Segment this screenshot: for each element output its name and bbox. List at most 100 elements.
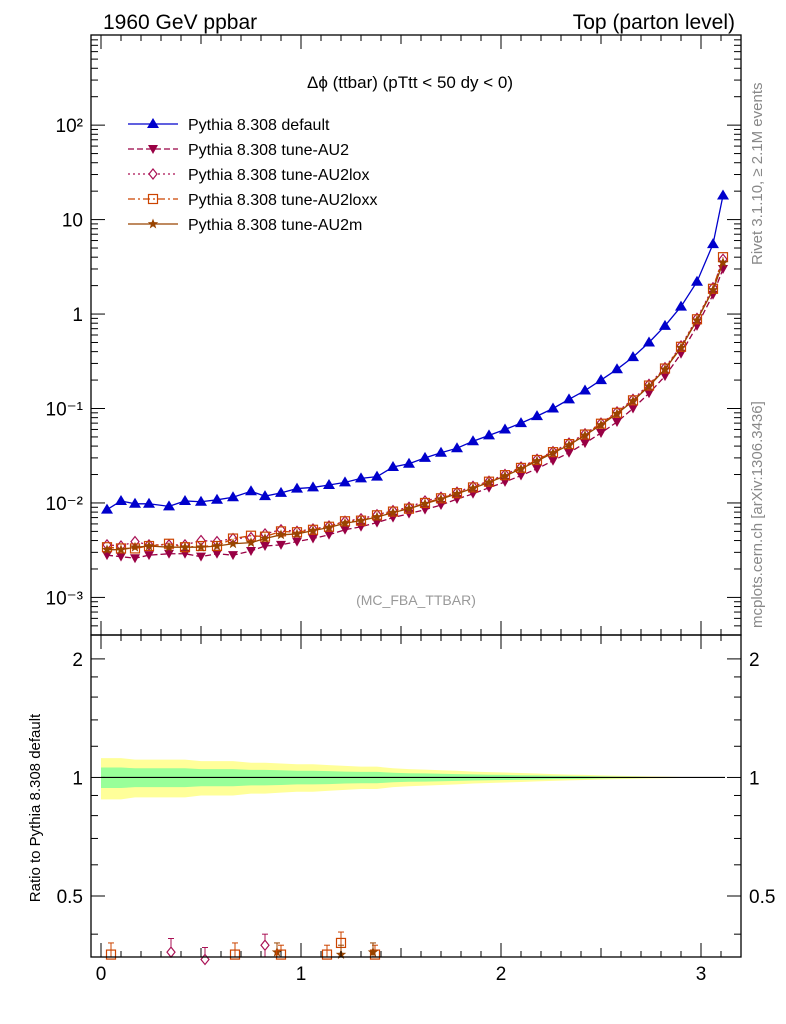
series-4-point xyxy=(115,544,127,555)
series-4-point xyxy=(531,455,543,466)
series-1-point xyxy=(340,525,350,535)
series-1-point xyxy=(260,542,270,552)
series-4-point xyxy=(675,342,687,353)
series-0-point xyxy=(675,300,687,311)
series-0-point xyxy=(499,423,511,434)
legend-marker-4 xyxy=(147,218,159,229)
mcplots-label: mcplots.cern.ch [arXiv:1306.3436] xyxy=(749,401,766,628)
header-left: 1960 GeV ppbar xyxy=(103,11,257,34)
series-4-point xyxy=(659,363,671,374)
series-4-point xyxy=(627,395,639,406)
series-line-4 xyxy=(107,262,724,551)
header-right: Top (parton level) xyxy=(573,11,735,34)
series-4-point xyxy=(611,408,623,419)
series-4-point xyxy=(691,314,703,325)
series-1-point xyxy=(212,549,222,559)
series-0-point xyxy=(195,495,207,506)
series-4-point xyxy=(451,488,463,499)
series-0-point xyxy=(483,429,495,440)
chart-title: Δϕ (ttbar) (pTtt < 50 dy < 0) xyxy=(307,73,513,92)
series-0-point xyxy=(307,481,319,492)
legend-label-0: Pythia 8.308 default xyxy=(188,117,330,134)
legend-label-1: Pythia 8.308 tune-AU2 xyxy=(188,142,349,159)
series-0-point xyxy=(611,363,623,374)
legend-marker-0 xyxy=(147,118,159,128)
y-tick-label: 10 xyxy=(62,211,83,232)
series-4-point xyxy=(163,541,175,552)
ratio-point xyxy=(260,939,270,952)
series-0-point xyxy=(387,461,399,472)
series-1-point xyxy=(628,404,638,414)
legend: Pythia 8.308 default Pythia 8.308 tune-AU… xyxy=(128,117,377,234)
series-0-point xyxy=(627,351,639,362)
series-1-point xyxy=(246,547,256,557)
ratio-y-axis-label: Ratio to Pythia 8.308 default xyxy=(27,713,44,902)
legend-label-4: Pythia 8.308 tune-AU2m xyxy=(188,217,362,234)
series-4-point xyxy=(547,447,559,458)
series-4-point xyxy=(101,544,113,555)
series-1-point xyxy=(644,389,654,399)
analysis-watermark: (MC_FBA_TTBAR) xyxy=(356,592,476,608)
series-line-1 xyxy=(106,268,724,559)
series-1-point xyxy=(516,471,526,481)
series-4-point xyxy=(355,515,367,526)
series-0-point xyxy=(547,402,559,413)
series-4-point xyxy=(211,540,223,551)
series-0-point xyxy=(515,417,527,428)
series-0-point xyxy=(435,446,447,457)
ratio-point xyxy=(200,953,210,966)
ratio-plot: 0 1 2 3 0.5 0.5 1 1 2 2 xyxy=(57,634,775,985)
series-0-point xyxy=(403,457,415,468)
legend-marker-1 xyxy=(148,145,158,154)
ratio-point xyxy=(275,949,287,960)
series-4-point xyxy=(483,476,495,487)
ratio-point xyxy=(229,949,241,960)
series-4-point xyxy=(275,529,287,540)
series-3-point xyxy=(707,283,719,294)
series-4-point xyxy=(717,257,729,268)
series-0-point xyxy=(451,442,463,453)
legend-label-3: Pythia 8.308 tune-AU2loxx xyxy=(188,192,377,209)
series-line-2 xyxy=(106,259,724,547)
series-4-point xyxy=(387,507,399,518)
series-0-point xyxy=(101,503,113,514)
series-0-point xyxy=(355,472,367,483)
series-4-point xyxy=(515,463,527,474)
series-0-point xyxy=(179,494,191,505)
series-1-point xyxy=(130,554,140,564)
ratio-y-tick-label: 0.5 xyxy=(57,887,83,908)
series-1-point xyxy=(548,456,558,466)
series-0-point xyxy=(275,486,287,497)
legend-label-2: Pythia 8.308 tune-AU2lox xyxy=(188,167,369,184)
series-3-point xyxy=(259,531,271,542)
series-4-point xyxy=(179,541,191,552)
rivet-version-label: Rivet 3.1.10, ≥ 2.1M events xyxy=(749,83,766,266)
series-0-point xyxy=(563,393,575,404)
series-0-point xyxy=(531,410,543,421)
series-4-point xyxy=(307,525,319,536)
series-0-point xyxy=(339,476,351,487)
y-tick-label: 10² xyxy=(56,116,83,137)
series-0-point xyxy=(323,478,335,489)
series-1-point xyxy=(292,537,302,547)
series-4-point xyxy=(143,540,155,551)
series-4-point xyxy=(323,521,335,532)
series-line-0 xyxy=(106,195,724,511)
y-tick-label: 10⁻² xyxy=(46,494,84,515)
ratio-y-tick-label-right: 0.5 xyxy=(749,887,775,908)
x-tick-label: 0 xyxy=(96,964,107,985)
series-0-point xyxy=(245,485,257,496)
series-1-point xyxy=(144,551,154,561)
series-1-point xyxy=(324,530,334,540)
series-0-point xyxy=(259,490,271,501)
series-0-point xyxy=(579,384,591,395)
ratio-point xyxy=(166,946,176,959)
ratio-y-tick-label-right: 1 xyxy=(749,768,760,789)
series-3-point xyxy=(339,516,351,527)
series-0-point xyxy=(211,493,223,504)
series-4-point xyxy=(579,429,591,440)
series-4-point xyxy=(499,470,511,481)
series-1-point xyxy=(228,551,238,561)
series-1-point xyxy=(164,549,174,559)
